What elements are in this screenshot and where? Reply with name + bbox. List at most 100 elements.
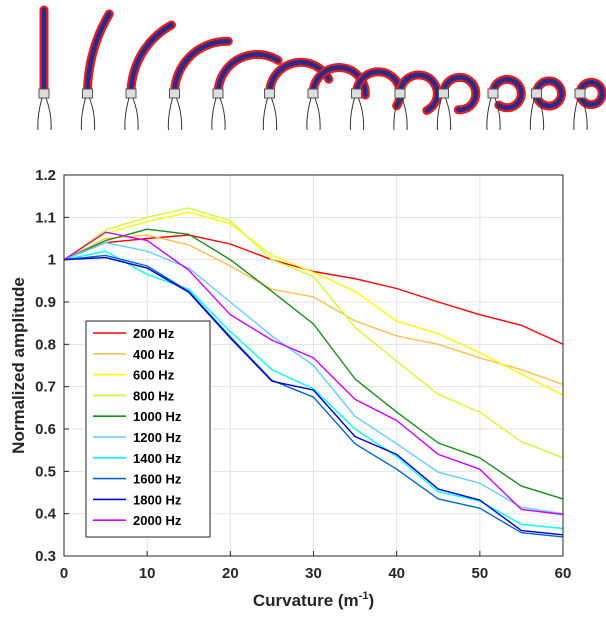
x-tick-label: 0 xyxy=(60,565,68,582)
x-axis-ticks: 0 10 20 30 40 50 60 xyxy=(60,551,572,582)
x-tick-label: 30 xyxy=(305,565,322,582)
sensor-inner-layer xyxy=(490,77,524,110)
sensor-inner-layer xyxy=(267,60,332,95)
sensor-photo xyxy=(167,36,233,131)
sensor-wire xyxy=(306,97,312,131)
sensor-wire xyxy=(436,97,442,131)
sensor-connector xyxy=(574,88,586,99)
sensor-connector xyxy=(531,88,542,99)
series-line-1800-hz xyxy=(63,256,564,536)
x-tick-label: 50 xyxy=(471,565,488,582)
sensor-photo xyxy=(529,76,567,131)
series-line-1400-hz xyxy=(63,250,564,530)
sensor-wire xyxy=(262,97,268,131)
sensor-inner-layer xyxy=(534,78,564,109)
series-line-1600-hz xyxy=(63,254,564,538)
sensor-connector xyxy=(487,88,499,99)
sensor-inner-layer xyxy=(172,39,231,95)
sensor-wire xyxy=(167,97,173,131)
sensor-connector xyxy=(38,88,50,99)
sensor-wire xyxy=(89,97,96,131)
sensor-inner-layer xyxy=(85,11,112,95)
y-tick-label: 0.6 xyxy=(35,421,56,438)
sensor-photo xyxy=(211,49,283,131)
legend-label: 400 Hz xyxy=(133,347,175,362)
sensor-photo xyxy=(124,20,176,131)
sensor-connector xyxy=(169,88,180,99)
sensor-photo xyxy=(436,72,481,131)
series-line-400-hz xyxy=(63,234,564,386)
y-tick-label: 0.8 xyxy=(35,336,56,353)
sensor-inner-layer xyxy=(577,80,605,107)
y-tick-label: 0.7 xyxy=(35,379,56,396)
sensor-wire xyxy=(573,97,579,131)
sensor-wire xyxy=(393,97,399,131)
series-line-1000-hz xyxy=(63,228,564,500)
sensor-connector xyxy=(212,88,224,99)
x-tick-label: 20 xyxy=(222,565,239,582)
x-tick-label: 10 xyxy=(139,565,156,582)
legend-label: 1000 Hz xyxy=(133,409,182,424)
x-tick-label: 40 xyxy=(388,565,405,582)
sensor-wire xyxy=(538,97,545,131)
y-axis-title: Normalized amplitude xyxy=(9,277,28,454)
y-tick-label: 1.2 xyxy=(35,167,56,184)
sensor-wire xyxy=(529,97,535,131)
legend-label: 1800 Hz xyxy=(133,492,182,507)
legend-label: 600 Hz xyxy=(133,368,175,383)
series-line-800-hz xyxy=(63,207,564,459)
sensor-connector xyxy=(307,88,319,99)
legend-box xyxy=(85,320,211,538)
legend-label: 2000 Hz xyxy=(133,513,182,528)
sensor-connector xyxy=(82,88,93,99)
sensor-connector xyxy=(264,88,275,99)
sensor-wire xyxy=(358,97,365,131)
x-tick-label: 60 xyxy=(555,565,572,582)
sensor-wire xyxy=(45,97,52,131)
y-tick-label: 1.1 xyxy=(35,209,56,226)
sensor-connector xyxy=(394,88,406,99)
legend-label: 1400 Hz xyxy=(133,451,182,466)
sensor-photo xyxy=(37,5,52,131)
sensor-photo xyxy=(486,74,526,131)
sensor-wire xyxy=(80,97,86,131)
sensor-connector xyxy=(125,88,137,99)
sensor-photo xyxy=(393,70,442,131)
sensor-wire xyxy=(132,97,139,131)
legend-label: 800 Hz xyxy=(133,388,175,403)
sensor-photo xyxy=(349,67,405,131)
sensor-wire xyxy=(211,97,217,131)
y-tick-label: 0.4 xyxy=(35,506,57,523)
sensor-inner-layer xyxy=(215,52,281,95)
y-tick-label: 0.9 xyxy=(35,294,56,311)
sensor-inner-layer xyxy=(397,72,440,113)
y-axis-ticks: 0.3 0.4 0.5 0.6 0.7 0.8 0.9 1 1.1 1.2 xyxy=(35,167,69,565)
sensor-wire xyxy=(445,97,452,131)
sensor-wire xyxy=(314,97,321,131)
sensor-photo xyxy=(573,77,606,131)
bending-sensor-photo-strip xyxy=(37,5,606,131)
sensor-wire xyxy=(124,97,130,131)
sensor-wire xyxy=(176,97,183,131)
y-tick-label: 0.5 xyxy=(35,463,56,480)
sensor-wire xyxy=(219,97,226,131)
y-tick-label: 1 xyxy=(48,252,56,269)
legend-label: 200 Hz xyxy=(133,326,175,341)
series-lines xyxy=(63,207,564,538)
legend-label: 1200 Hz xyxy=(133,430,182,445)
sensor-connector xyxy=(438,88,449,99)
series-line-200-hz xyxy=(63,234,564,345)
x-axis-title: Curvature (m-1) xyxy=(253,590,374,610)
sensor-inner-layer xyxy=(128,22,174,95)
sensor-wire xyxy=(271,97,278,131)
sensor-inner-layer xyxy=(441,75,479,112)
sensor-wire xyxy=(581,97,588,131)
sensor-wire xyxy=(349,97,355,131)
sensor-wire xyxy=(401,97,408,131)
sensor-photo xyxy=(262,57,334,131)
y-tick-label: 0.3 xyxy=(35,548,56,565)
series-line-2000-hz xyxy=(63,231,564,516)
sensor-photo xyxy=(306,62,370,131)
sensor-wire xyxy=(37,97,43,131)
series-line-1200-hz xyxy=(63,241,564,515)
